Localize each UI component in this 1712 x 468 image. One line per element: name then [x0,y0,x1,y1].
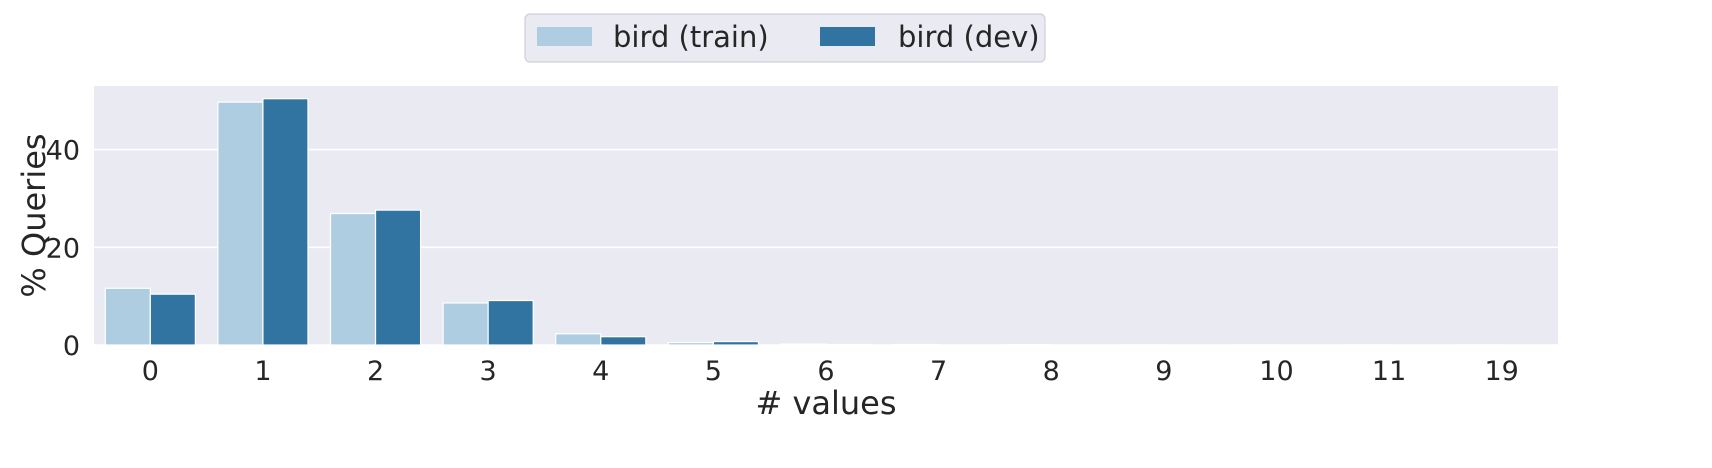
x-tick-label: 10 [1259,356,1293,387]
bar-dev-2 [374,209,422,346]
bar-train-3 [442,302,489,346]
x-axis-label: # values [755,384,896,422]
x-tick-label: 8 [1043,356,1060,387]
x-tick-label: 5 [705,356,722,387]
x-tick-label: 19 [1485,356,1519,387]
x-tick-label: 9 [1155,356,1172,387]
x-tick-label: 11 [1372,356,1406,387]
bar-dev-1 [262,98,309,346]
x-tick-label: 1 [254,356,271,387]
bar-train-4 [555,333,602,346]
y-tick-label: 40 [46,136,80,167]
bar-dev-0 [149,293,196,346]
legend-label-dev: bird (dev) [898,20,1040,54]
x-tick-labels: 0 1 2 3 4 5 6 7 8 9 10 11 19 [142,356,1519,387]
bar-train-2 [329,212,377,346]
bar-train-5 [667,341,714,346]
y-tick-labels: 0 20 40 [46,136,80,362]
x-tick-label: 4 [592,356,609,387]
legend-label-train: bird (train) [613,20,769,54]
bars [104,98,1503,346]
y-tick-label: 20 [46,233,80,264]
legend-swatch-train [537,27,592,46]
bar-dev-4 [600,336,647,346]
plot-background [94,86,1558,345]
x-tick-label: 0 [142,356,159,387]
bar-train-0 [104,287,151,346]
x-tick-label: 7 [930,356,947,387]
legend-swatch-dev [820,27,875,46]
bar-dev-5 [712,340,760,346]
bar-train-6 [780,343,827,346]
x-tick-label: 3 [480,356,497,387]
x-tick-label: 2 [367,356,384,387]
x-tick-label: 6 [817,356,834,387]
legend-box [524,13,1046,63]
bar-train-1 [217,101,264,346]
legend: bird (train) bird (dev) [524,13,1046,63]
bar-dev-3 [487,299,534,346]
y-axis-label: % Queries [15,133,53,297]
y-tick-label: 0 [63,331,80,362]
